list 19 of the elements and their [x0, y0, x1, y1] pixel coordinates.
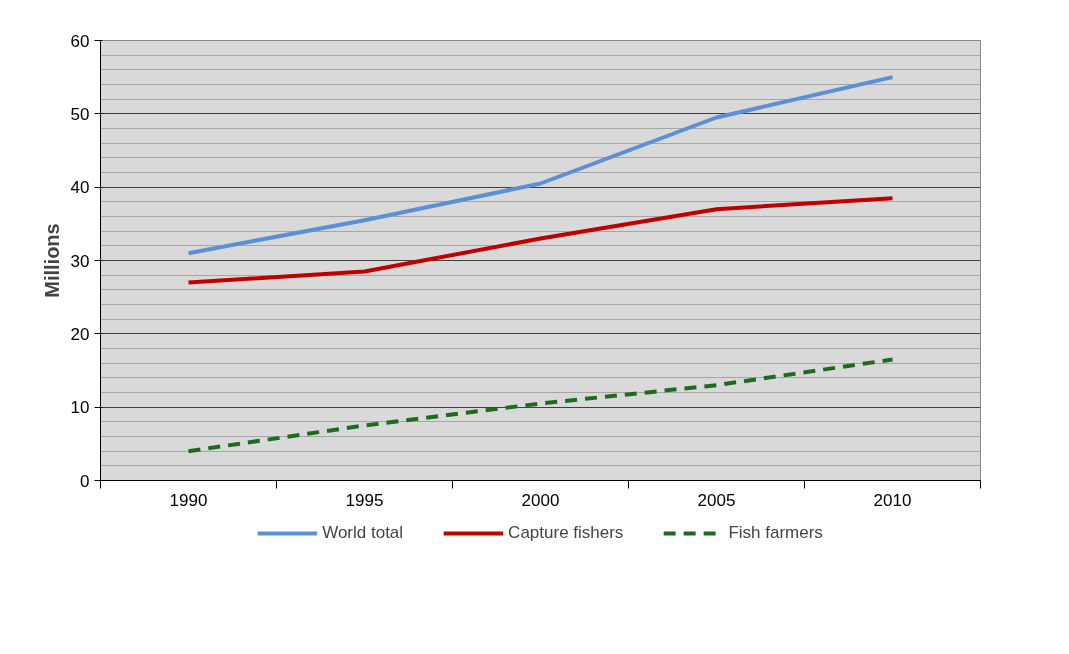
y-tick-label: 30 — [70, 251, 90, 271]
y-tick-label: 50 — [70, 104, 90, 124]
y-tick-label: 0 — [80, 471, 90, 491]
y-axis-title: Millions — [40, 223, 63, 298]
x-tick-label: 2010 — [873, 490, 912, 510]
x-tick-label: 2000 — [521, 490, 560, 510]
x-tick-label: 1990 — [169, 490, 208, 510]
y-tick-label: 20 — [70, 324, 90, 344]
line-series — [186, 196, 895, 285]
line-series — [186, 357, 895, 454]
y-tick-label: 60 — [70, 31, 90, 51]
legend-label: World total — [322, 523, 404, 543]
x-tick-label: 1995 — [345, 490, 384, 510]
legend-label: Fish farmers — [728, 523, 823, 543]
legend-label: Capture fishers — [508, 523, 624, 543]
line-series — [186, 75, 895, 256]
x-tick-label: 2005 — [697, 490, 736, 510]
y-tick-label: 10 — [70, 398, 90, 418]
y-tick-label: 40 — [70, 178, 90, 198]
